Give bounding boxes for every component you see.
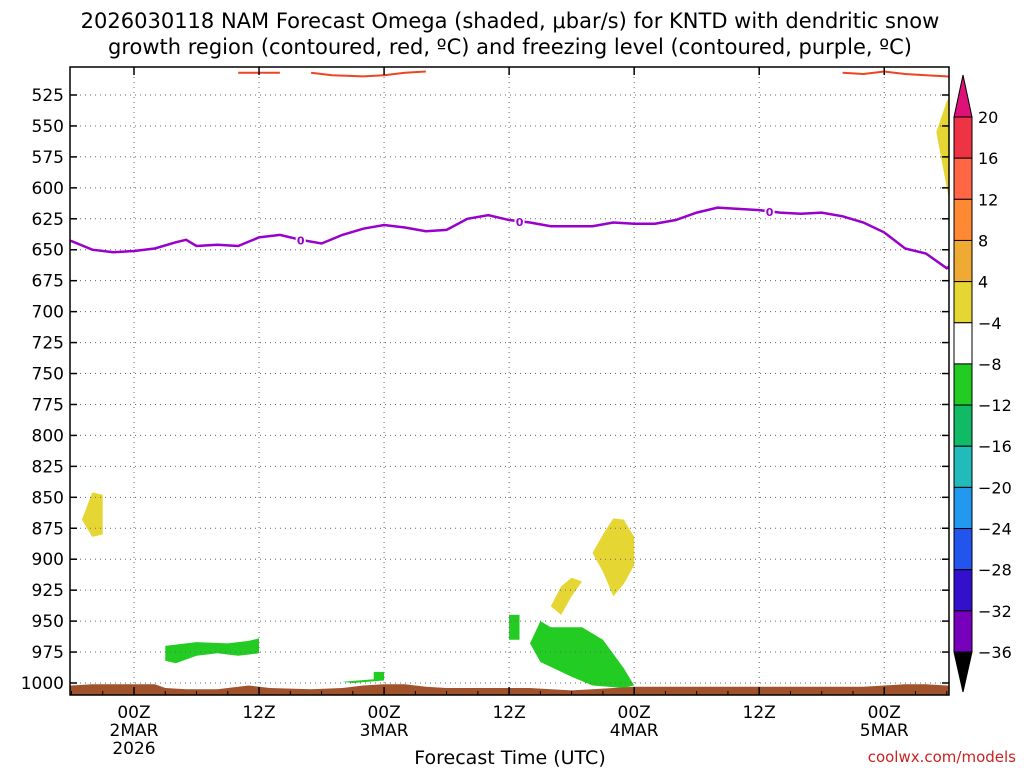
y-tick-label-675: 675 [32, 272, 64, 292]
y-tick-label-825: 825 [32, 457, 64, 477]
x-tick-label-0-2: 2026 [112, 739, 155, 759]
y-tick-label-550: 550 [32, 117, 64, 137]
x-tick-label-72-1: 5MAR [860, 721, 909, 741]
freezing-label-bg-0 [295, 232, 306, 247]
y-tick-label-900: 900 [32, 550, 64, 570]
x-tick-label-72-0: 00Z [868, 703, 901, 723]
colorbar-label-10: −24 [978, 520, 1012, 539]
colorbar-label-13: −36 [978, 643, 1012, 662]
colorbar-box-9 [953, 486, 973, 530]
y-tick-label-525: 525 [32, 86, 64, 106]
y-tick-label-600: 600 [32, 179, 64, 199]
colorbar-box-6 [953, 363, 973, 406]
freezing-label-bg-1 [514, 214, 525, 229]
colorbar-box-4 [953, 281, 973, 324]
x-tick-label-60-0: 12Z [743, 703, 776, 723]
colorbar-label-5: −4 [978, 314, 1002, 333]
y-tick-label-975: 975 [32, 643, 64, 663]
plot-inner: 0 0 0 [70, 67, 949, 695]
y-tick-label-575: 575 [32, 148, 64, 168]
colorbar-label-3: 8 [978, 231, 988, 250]
colorbar-label-4: 4 [978, 273, 988, 292]
omega-region-7 [509, 614, 520, 640]
x-tick-label-12-0: 12Z [242, 703, 275, 723]
colorbar-label-6: −8 [978, 355, 1002, 374]
freezing-level-label-2: 0 [766, 206, 774, 219]
y-tick-label-875: 875 [32, 519, 64, 539]
colorbar-box-10 [953, 528, 973, 571]
x-tick-label-24-0: 00Z [367, 703, 400, 723]
credit-text: coolwx.com/models [868, 748, 1016, 766]
y-tick-label-625: 625 [32, 210, 64, 230]
title: 2026030118 NAM Forecast Omega (shaded, μ… [81, 9, 940, 59]
colorbar-box-8 [953, 445, 973, 488]
y-tick-label-1000: 1000 [21, 674, 64, 694]
colorbar-label-8: −16 [978, 437, 1012, 456]
colorbar-label-9: −20 [978, 478, 1012, 497]
title-line-1: 2026030118 NAM Forecast Omega (shaded, μ… [81, 9, 940, 33]
title-line-2: growth region (contoured, red, ºC) and f… [108, 35, 912, 59]
y-tick-label-850: 850 [32, 488, 64, 508]
omega-colorbar: 20 16 12 8 4 −4 −8 −12 −16 −20 −24 −28 −32 −36 [953, 74, 1012, 693]
omega-region-6 [530, 621, 635, 688]
colorbar-cap-bottom [953, 651, 973, 693]
freezing-label-bg-2 [764, 204, 775, 219]
colorbar-box-12 [953, 610, 973, 653]
omega-region-2 [81, 492, 103, 537]
colorbar-box-11 [953, 569, 973, 612]
omega-region-3 [592, 518, 635, 597]
dendritic-contour-1 [310, 70, 426, 78]
colorbar-label-7: −12 [978, 396, 1012, 415]
y-tick-label-750: 750 [32, 365, 64, 385]
y-tick-label-650: 650 [32, 241, 64, 261]
omega-region-4 [550, 577, 583, 615]
y-tick-label-800: 800 [32, 426, 64, 446]
colorbar-label-0: 20 [978, 108, 998, 127]
y-tick-label-950: 950 [32, 612, 64, 632]
freezing-level-label-1: 0 [516, 216, 524, 229]
y-tick-label-725: 725 [32, 334, 64, 354]
freezing-level-label-0: 0 [297, 234, 305, 247]
y-tick-label-775: 775 [32, 395, 64, 415]
x-tick-label-36-0: 12Z [492, 703, 525, 723]
colorbar-box-3 [953, 239, 973, 283]
freezing-level-contour [70, 206, 949, 270]
colorbar-label-1: 16 [978, 149, 998, 168]
colorbar-box-2 [953, 198, 973, 241]
omega-region-0 [936, 97, 949, 201]
x-axis-label: Forecast Time (UTC) [414, 747, 605, 768]
omega-region-5 [165, 638, 259, 664]
omega-region-8 [342, 671, 385, 683]
colorbar-box-5 [953, 322, 973, 365]
x-tick-label-48-0: 00Z [618, 703, 651, 723]
x-tick-label-0-0: 00Z [117, 703, 150, 723]
colorbar-box-7 [953, 404, 973, 447]
colorbar-box-1 [953, 157, 973, 200]
plot-area: 0 0 0 525 550 575 600 625 650 675 700 725 750 775 800 8… [21, 66, 950, 759]
colorbar-label-11: −28 [978, 561, 1012, 580]
y-tick-label-925: 925 [32, 581, 64, 601]
colorbar-box-0 [953, 116, 973, 159]
colorbar-cap-top [953, 74, 973, 118]
x-tick-label-0-1: 2MAR [110, 721, 159, 741]
colorbar-label-12: −32 [978, 602, 1012, 621]
colorbar-label-2: 12 [978, 190, 998, 209]
y-tick-label-700: 700 [32, 303, 64, 323]
x-tick-label-24-1: 3MAR [360, 721, 409, 741]
x-tick-label-48-1: 4MAR [610, 721, 659, 741]
plot-frame [69, 66, 950, 696]
